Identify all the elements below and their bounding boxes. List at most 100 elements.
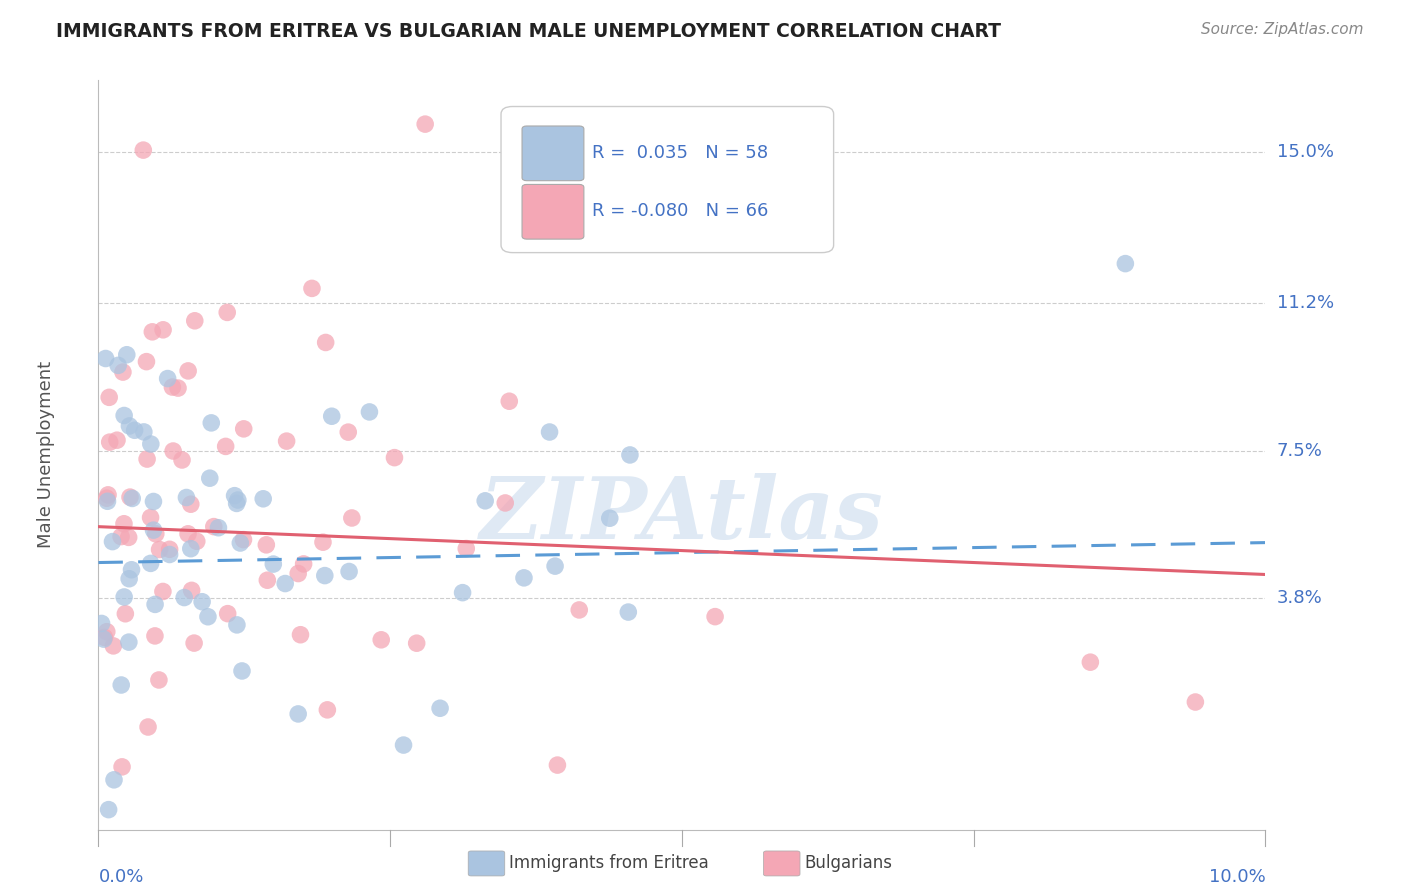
FancyBboxPatch shape (501, 106, 834, 252)
Point (217, 607, 239, 621)
Point (316, 703, 339, 717)
Point (290, 628, 312, 642)
Point (186, 534, 208, 549)
Point (232, 422, 254, 436)
Point (321, 409, 343, 424)
Point (96, 494, 118, 508)
Point (167, 381, 190, 395)
Point (232, 533, 254, 547)
Point (139, 510, 162, 524)
Point (287, 566, 309, 581)
Point (1080, 655, 1102, 669)
Point (139, 557, 162, 571)
Point (105, 433, 128, 447)
Point (110, 678, 132, 692)
Point (276, 434, 298, 449)
Point (413, 117, 436, 131)
Point (159, 542, 181, 557)
Point (200, 416, 222, 430)
Text: Bulgarians: Bulgarians (804, 855, 893, 872)
Point (254, 538, 277, 552)
Point (101, 534, 124, 549)
Point (226, 493, 249, 508)
Point (103, 772, 125, 787)
Point (170, 453, 193, 467)
Point (191, 595, 214, 609)
Point (315, 335, 337, 350)
Point (97, 803, 120, 817)
Text: 3.8%: 3.8% (1277, 590, 1322, 607)
Point (207, 521, 229, 535)
Text: Male Unemployment: Male Unemployment (37, 361, 55, 549)
Point (370, 632, 392, 647)
Point (225, 496, 247, 510)
Point (93, 632, 115, 647)
Point (215, 439, 238, 453)
Point (121, 563, 143, 577)
Text: Immigrants from Eritrea: Immigrants from Eritrea (509, 855, 709, 872)
Point (262, 557, 284, 571)
Point (513, 571, 536, 585)
Point (599, 511, 621, 525)
Point (224, 489, 246, 503)
Text: 0.0%: 0.0% (98, 869, 143, 887)
Point (474, 493, 496, 508)
Point (112, 590, 135, 604)
Point (287, 706, 309, 721)
Point (142, 494, 165, 508)
Text: 10.0%: 10.0% (1209, 869, 1265, 887)
Point (568, 603, 591, 617)
Point (1184, 695, 1206, 709)
Point (118, 530, 141, 544)
Text: R =  0.035   N = 58: R = 0.035 N = 58 (592, 144, 768, 162)
Point (98, 435, 121, 450)
Point (96, 491, 118, 506)
Point (197, 609, 219, 624)
Text: Source: ZipAtlas.com: Source: ZipAtlas.com (1201, 22, 1364, 37)
Point (162, 380, 184, 394)
Point (132, 143, 155, 157)
Point (136, 452, 159, 467)
Point (162, 444, 184, 458)
Point (183, 636, 205, 650)
Point (256, 573, 278, 587)
Point (152, 584, 174, 599)
Point (177, 364, 200, 378)
Point (121, 491, 143, 506)
Point (202, 519, 225, 533)
Point (451, 585, 474, 599)
Point (337, 425, 360, 439)
Point (143, 598, 166, 612)
Point (177, 526, 200, 541)
Point (118, 490, 141, 504)
Point (340, 511, 363, 525)
Point (114, 607, 136, 621)
Point (301, 281, 323, 295)
Point (176, 491, 198, 505)
Point (312, 535, 335, 549)
Point (292, 557, 315, 571)
Point (392, 738, 415, 752)
Point (184, 314, 207, 328)
Point (111, 365, 134, 379)
Point (456, 541, 478, 556)
Point (98, 390, 121, 404)
Point (148, 673, 170, 687)
Text: 15.0%: 15.0% (1277, 143, 1333, 161)
Point (118, 419, 141, 434)
FancyBboxPatch shape (522, 126, 583, 181)
Point (180, 541, 202, 556)
Point (93, 631, 115, 645)
Point (103, 639, 125, 653)
Point (110, 530, 132, 544)
Point (148, 542, 170, 557)
Point (145, 526, 167, 541)
Point (143, 629, 166, 643)
Point (139, 437, 162, 451)
Point (217, 305, 239, 319)
Text: 11.2%: 11.2% (1277, 294, 1334, 312)
Point (124, 423, 146, 437)
Point (141, 325, 163, 339)
FancyBboxPatch shape (522, 185, 583, 239)
Point (589, 233, 612, 247)
